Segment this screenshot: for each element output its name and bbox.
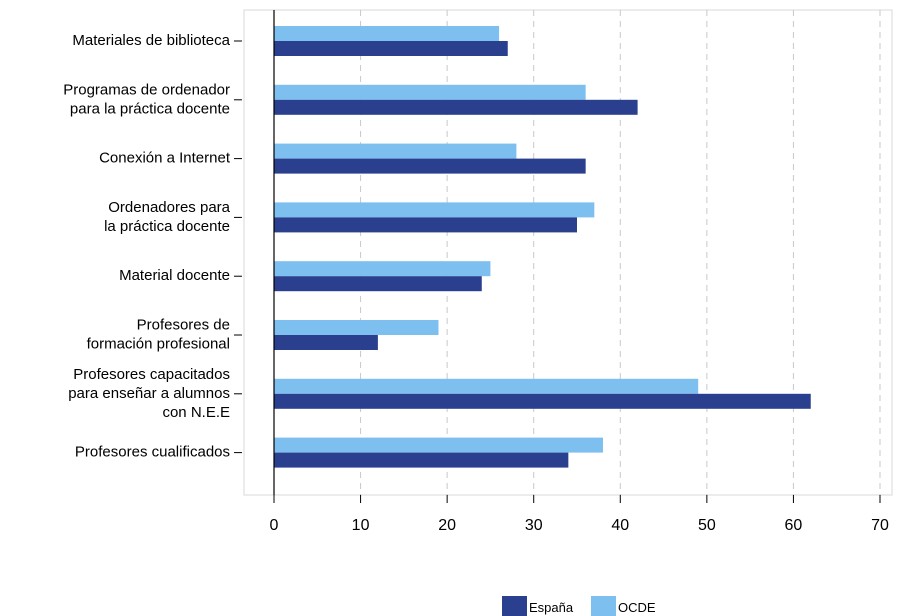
x-tick-label: 40 (611, 517, 629, 534)
bar-espana-3 (274, 158, 586, 174)
grid-lines (360, 10, 881, 495)
bar-espana-1 (274, 41, 508, 56)
plot-area-border (243, 9, 893, 496)
x-tick-label: 30 (525, 517, 543, 534)
category-label: Conexión a Internet (99, 150, 231, 167)
category-label: Ordenadores para (108, 199, 230, 216)
bar-espana-6 (274, 335, 378, 350)
category-label: Programas de ordenador (63, 81, 230, 98)
bar-espana-5 (274, 276, 482, 292)
x-tick-label: 0 (270, 517, 279, 534)
x-axis: 0 10 20 30 40 50 60 70 (270, 495, 889, 534)
bar-ocde-3 (274, 143, 517, 159)
category-label: para enseñar a alumnos (68, 385, 230, 402)
bar-ocde-2 (274, 84, 586, 100)
legend: España OCDE (502, 596, 656, 616)
x-tick-label: 60 (785, 517, 803, 534)
bar-espana-8 (274, 452, 569, 468)
category-label: Profesores capacitados (73, 366, 230, 383)
category-label: Materiales de biblioteca (72, 32, 230, 49)
category-label: para la práctica docente (70, 100, 230, 117)
category-label: Profesores cualificados (75, 444, 230, 461)
x-tick-label: 20 (438, 517, 456, 534)
legend-swatch-1 (502, 596, 527, 616)
y-axis: Materiales de biblioteca Programas de ord… (63, 10, 275, 495)
legend-label: España (529, 600, 574, 615)
bar-espana-7 (274, 393, 811, 409)
category-label: Material docente (119, 267, 230, 284)
category-label: formación profesional (87, 335, 230, 352)
bars (274, 26, 811, 468)
x-tick-label: 70 (871, 517, 889, 534)
category-label: Profesores de (137, 316, 230, 333)
plot-frame (243, 9, 893, 496)
bar-ocde-6 (274, 320, 439, 335)
bar-ocde-4 (274, 202, 595, 218)
bar-ocde-8 (274, 437, 603, 453)
x-tick-label: 50 (698, 517, 716, 534)
x-tick-label: 10 (352, 517, 370, 534)
category-label: con N.E.E (162, 404, 230, 421)
bar-espana-4 (274, 217, 577, 233)
category-label: la práctica docente (104, 218, 230, 235)
bar-ocde-1 (274, 26, 500, 41)
bar-ocde-5 (274, 261, 491, 277)
bar-espana-2 (274, 99, 638, 115)
bar-ocde-7 (274, 378, 699, 394)
legend-label: OCDE (618, 600, 656, 615)
legend-swatch-2 (591, 596, 616, 616)
